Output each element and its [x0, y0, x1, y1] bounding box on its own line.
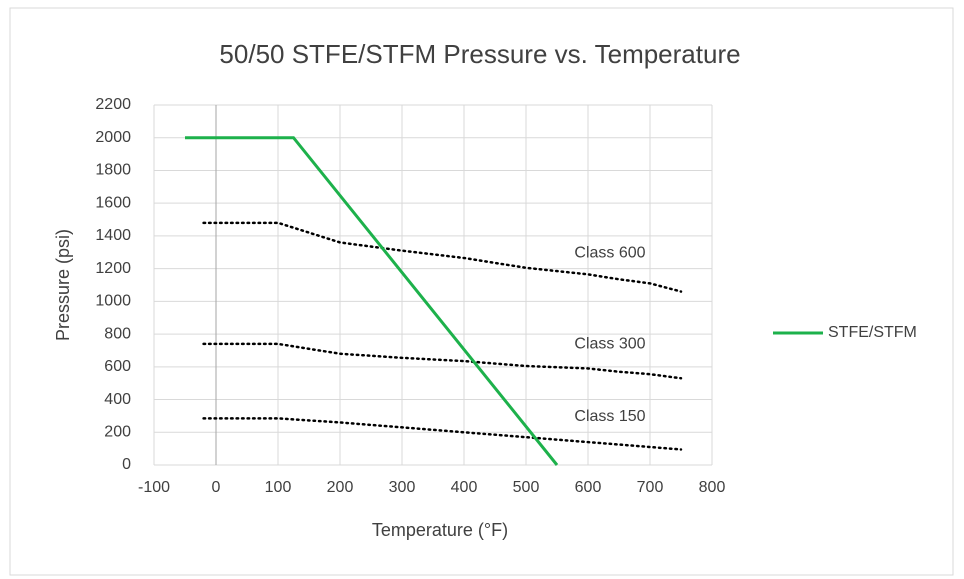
y-tick-label: 1600 [95, 194, 131, 211]
chart-title: 50/50 STFE/STFM Pressure vs. Temperature [219, 39, 740, 69]
y-tick-label: 1400 [95, 227, 131, 244]
reference-label: Class 300 [574, 335, 645, 352]
y-tick-label: 1800 [95, 162, 131, 179]
x-tick-label: 100 [265, 479, 292, 496]
y-tick-label: 0 [122, 456, 131, 473]
x-tick-label: 800 [699, 479, 726, 496]
x-tick-label: 300 [389, 479, 416, 496]
x-tick-label: 600 [575, 479, 602, 496]
reference-line [202, 342, 683, 380]
y-tick-label: 400 [104, 391, 131, 408]
reference-label: Class 600 [574, 245, 645, 262]
legend-label: STFE/STFM [828, 324, 917, 341]
chart-frame [9, 7, 954, 576]
y-tick-label: 600 [104, 358, 131, 375]
reference-label: Class 150 [574, 408, 645, 425]
reference-line [202, 221, 683, 293]
y-axis-title: Pressure (psi) [53, 229, 73, 341]
series-line [185, 136, 559, 466]
x-tick-label: -100 [138, 479, 170, 496]
x-tick-label: 200 [327, 479, 354, 496]
y-tick-label: 1000 [95, 293, 131, 310]
reference-line [202, 417, 683, 451]
y-tick-label: 200 [104, 423, 131, 440]
x-tick-label: 0 [212, 479, 221, 496]
y-tick-label: 1200 [95, 260, 131, 277]
x-tick-label: 500 [513, 479, 540, 496]
y-tick-label: 2000 [95, 129, 131, 146]
y-tick-label: 800 [104, 325, 131, 342]
x-axis-title: Temperature (°F) [372, 520, 508, 540]
x-tick-label: 400 [451, 479, 478, 496]
y-tick-label: 2200 [95, 96, 131, 113]
x-tick-label: 700 [637, 479, 664, 496]
